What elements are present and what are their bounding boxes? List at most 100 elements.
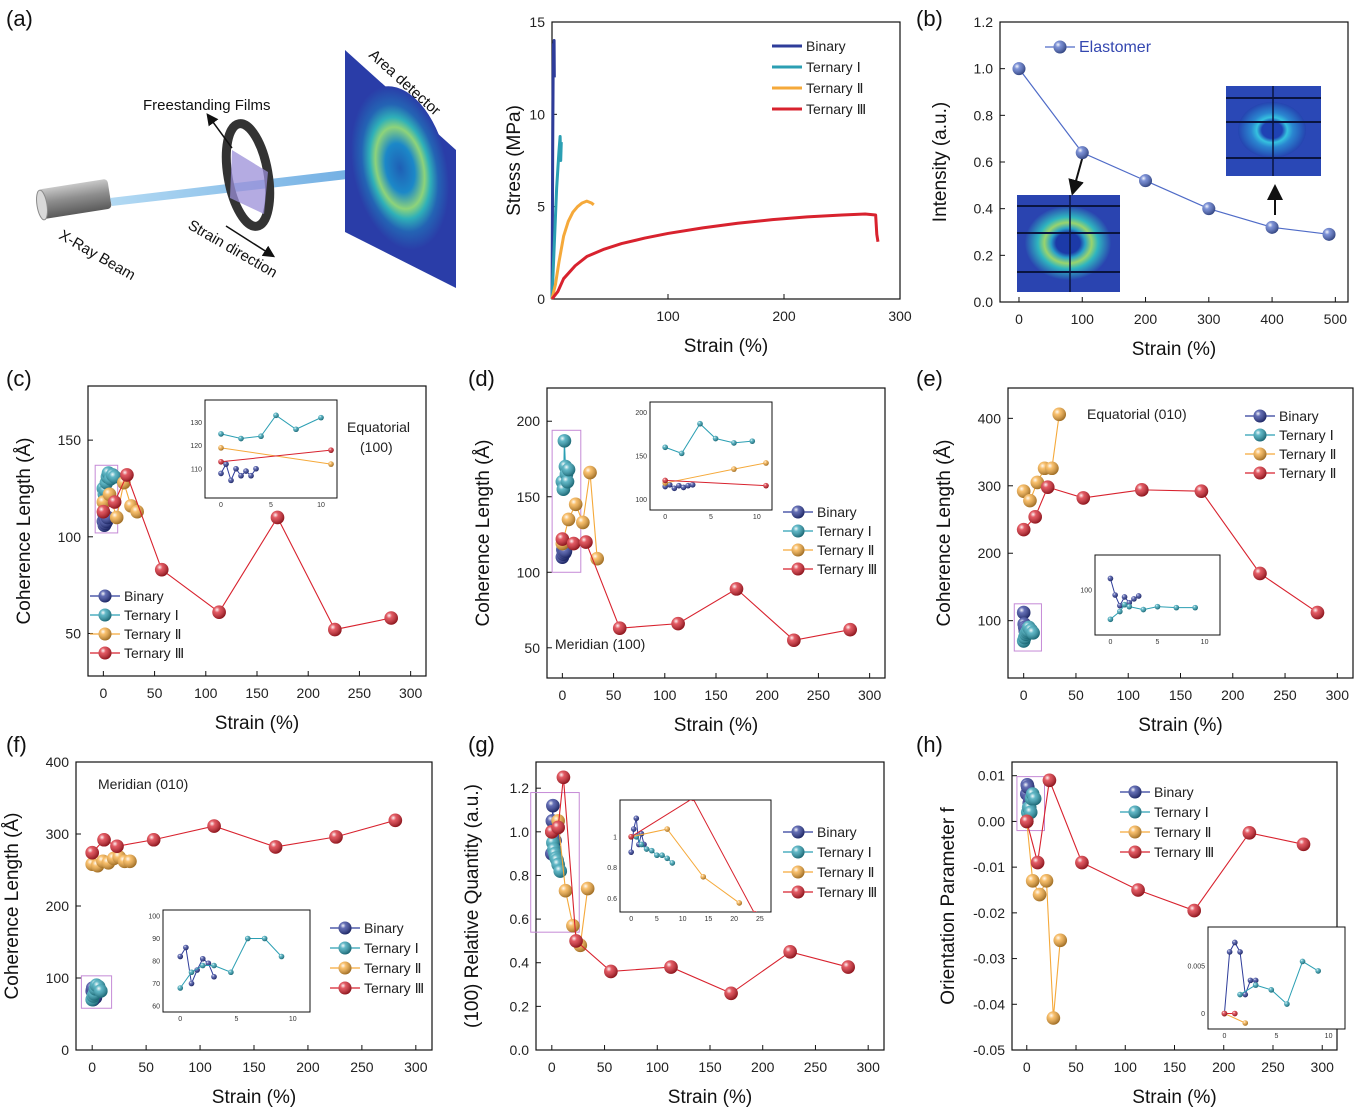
y-tick-label: 100: [46, 970, 70, 986]
data-point-shade: [783, 945, 797, 959]
inset-point-shade: [1315, 968, 1321, 974]
legend-label: Ternary Ⅰ: [817, 844, 872, 860]
inset-point-shade: [177, 985, 184, 991]
y-tick-label: 5: [537, 199, 545, 215]
inset-point-shade: [1126, 603, 1133, 610]
inset-point-shade: [690, 800, 696, 802]
inset-point: [258, 433, 264, 440]
inset-point-shade: [633, 815, 640, 822]
legend-label: Ternary Ⅱ: [1154, 824, 1211, 840]
y-tick-label: 0.01: [978, 768, 1005, 784]
inset-point: [1299, 958, 1306, 965]
legend-label: Binary: [1154, 784, 1194, 800]
data-point-shade: [1027, 791, 1042, 806]
y-tick-label: 150: [58, 432, 82, 448]
data-point: [270, 510, 285, 525]
data-point: [1052, 407, 1067, 422]
inset-plot: [177, 935, 285, 991]
inset-point: [218, 470, 224, 477]
data-point-shade: [94, 984, 108, 998]
panel-label-d: (d): [468, 366, 495, 391]
x-tick-label: 150: [698, 1059, 722, 1075]
inset-x-tick-label: 5: [235, 1016, 239, 1023]
inset-point-shade: [680, 484, 687, 491]
inset-x-tick-label: 20: [730, 916, 738, 923]
data-point-shade: [1046, 1011, 1061, 1025]
x-tick-label: 200: [296, 1059, 320, 1075]
data-point: [85, 845, 99, 860]
inset-point: [1247, 977, 1254, 984]
inset-series-line: [1239, 960, 1319, 1005]
y-tick-label: 1.2: [510, 780, 530, 796]
legend-label: Ternary Ⅲ: [1154, 844, 1214, 860]
inset-point-shade: [177, 953, 184, 960]
data-point-shade: [558, 883, 573, 898]
inset-point-shade: [664, 826, 670, 832]
y-axis-title: Coherence Length (Å): [14, 438, 35, 625]
data-point-shade: [388, 813, 403, 828]
data-point-shade: [664, 960, 678, 974]
data-point-shade: [555, 532, 570, 546]
legend-label: Ternary Ⅲ: [817, 561, 877, 577]
series-line-3: [550, 212, 880, 300]
inset-point-shade: [671, 485, 678, 492]
legend-marker: [791, 562, 805, 576]
data-point: [724, 986, 738, 1001]
inset-point-shade: [697, 420, 703, 427]
legend-marker: [98, 646, 112, 660]
inset-y-tick-label: 0.005: [1187, 964, 1205, 971]
inset-point: [749, 438, 756, 444]
data-point-shade: [1076, 491, 1091, 505]
data-point-shade: [1016, 605, 1031, 620]
x-tick-label: 300: [1197, 311, 1221, 327]
x-tick-label: 250: [804, 1059, 828, 1075]
y-tick-label: -0.04: [973, 996, 1005, 1012]
legend-marker: [1128, 805, 1142, 819]
inset-point-shade: [244, 935, 251, 942]
inset-x-tick-label: 10: [753, 514, 761, 521]
inset-point: [1315, 968, 1321, 974]
data-point-shade: [557, 434, 572, 448]
inset-point: [1252, 982, 1259, 988]
x-tick-label: 0: [99, 685, 107, 701]
inset-point: [244, 935, 251, 942]
legend-label: Ternary Ⅱ: [1279, 446, 1336, 462]
panel-label-h: (h): [916, 732, 943, 757]
series-line-0: [1018, 68, 1330, 235]
inset-point-shade: [662, 444, 668, 451]
inset-point: [199, 955, 206, 962]
inset-frame: [1207, 926, 1346, 1030]
data-point: [1040, 480, 1055, 494]
inset-point-shade: [1117, 608, 1123, 615]
y-tick-label: 0: [537, 291, 545, 307]
y-tick-label: 15: [529, 14, 545, 30]
data-point-shade: [270, 510, 285, 525]
inset-point: [1252, 977, 1259, 984]
data-point-shade: [107, 495, 122, 509]
x-tick-label: 50: [1068, 687, 1084, 703]
data-point: [94, 984, 108, 998]
inset-point-shade: [1121, 594, 1128, 600]
inset-point: [700, 873, 707, 880]
data-point: [1253, 566, 1267, 581]
inset-y-tick-label: 0: [1201, 1011, 1205, 1018]
inset-point-shade: [188, 980, 195, 987]
data-point-shade: [724, 986, 738, 1001]
data-point-shade: [561, 462, 576, 477]
data-point-shade: [1202, 202, 1216, 216]
inset-y-tick-label: 110: [191, 466, 202, 473]
inset-point-shade: [648, 847, 655, 854]
inset-point-shade: [630, 826, 637, 832]
data-point-shade: [576, 515, 590, 530]
panel-annotation: Equatorial: [347, 419, 410, 435]
y-axis-title: Coherence Length (Å): [2, 813, 23, 1000]
data-point: [671, 616, 685, 631]
inset-x-tick-label: 10: [289, 1016, 297, 1023]
data-point: [1023, 493, 1037, 508]
x-tick-label: 100: [188, 1059, 212, 1075]
data-point-shade: [546, 798, 560, 813]
legend-marker-shade: [1053, 40, 1067, 54]
x-tick-label: 0: [1020, 687, 1028, 703]
legend-marker: [338, 981, 352, 995]
inset-point: [218, 431, 224, 437]
